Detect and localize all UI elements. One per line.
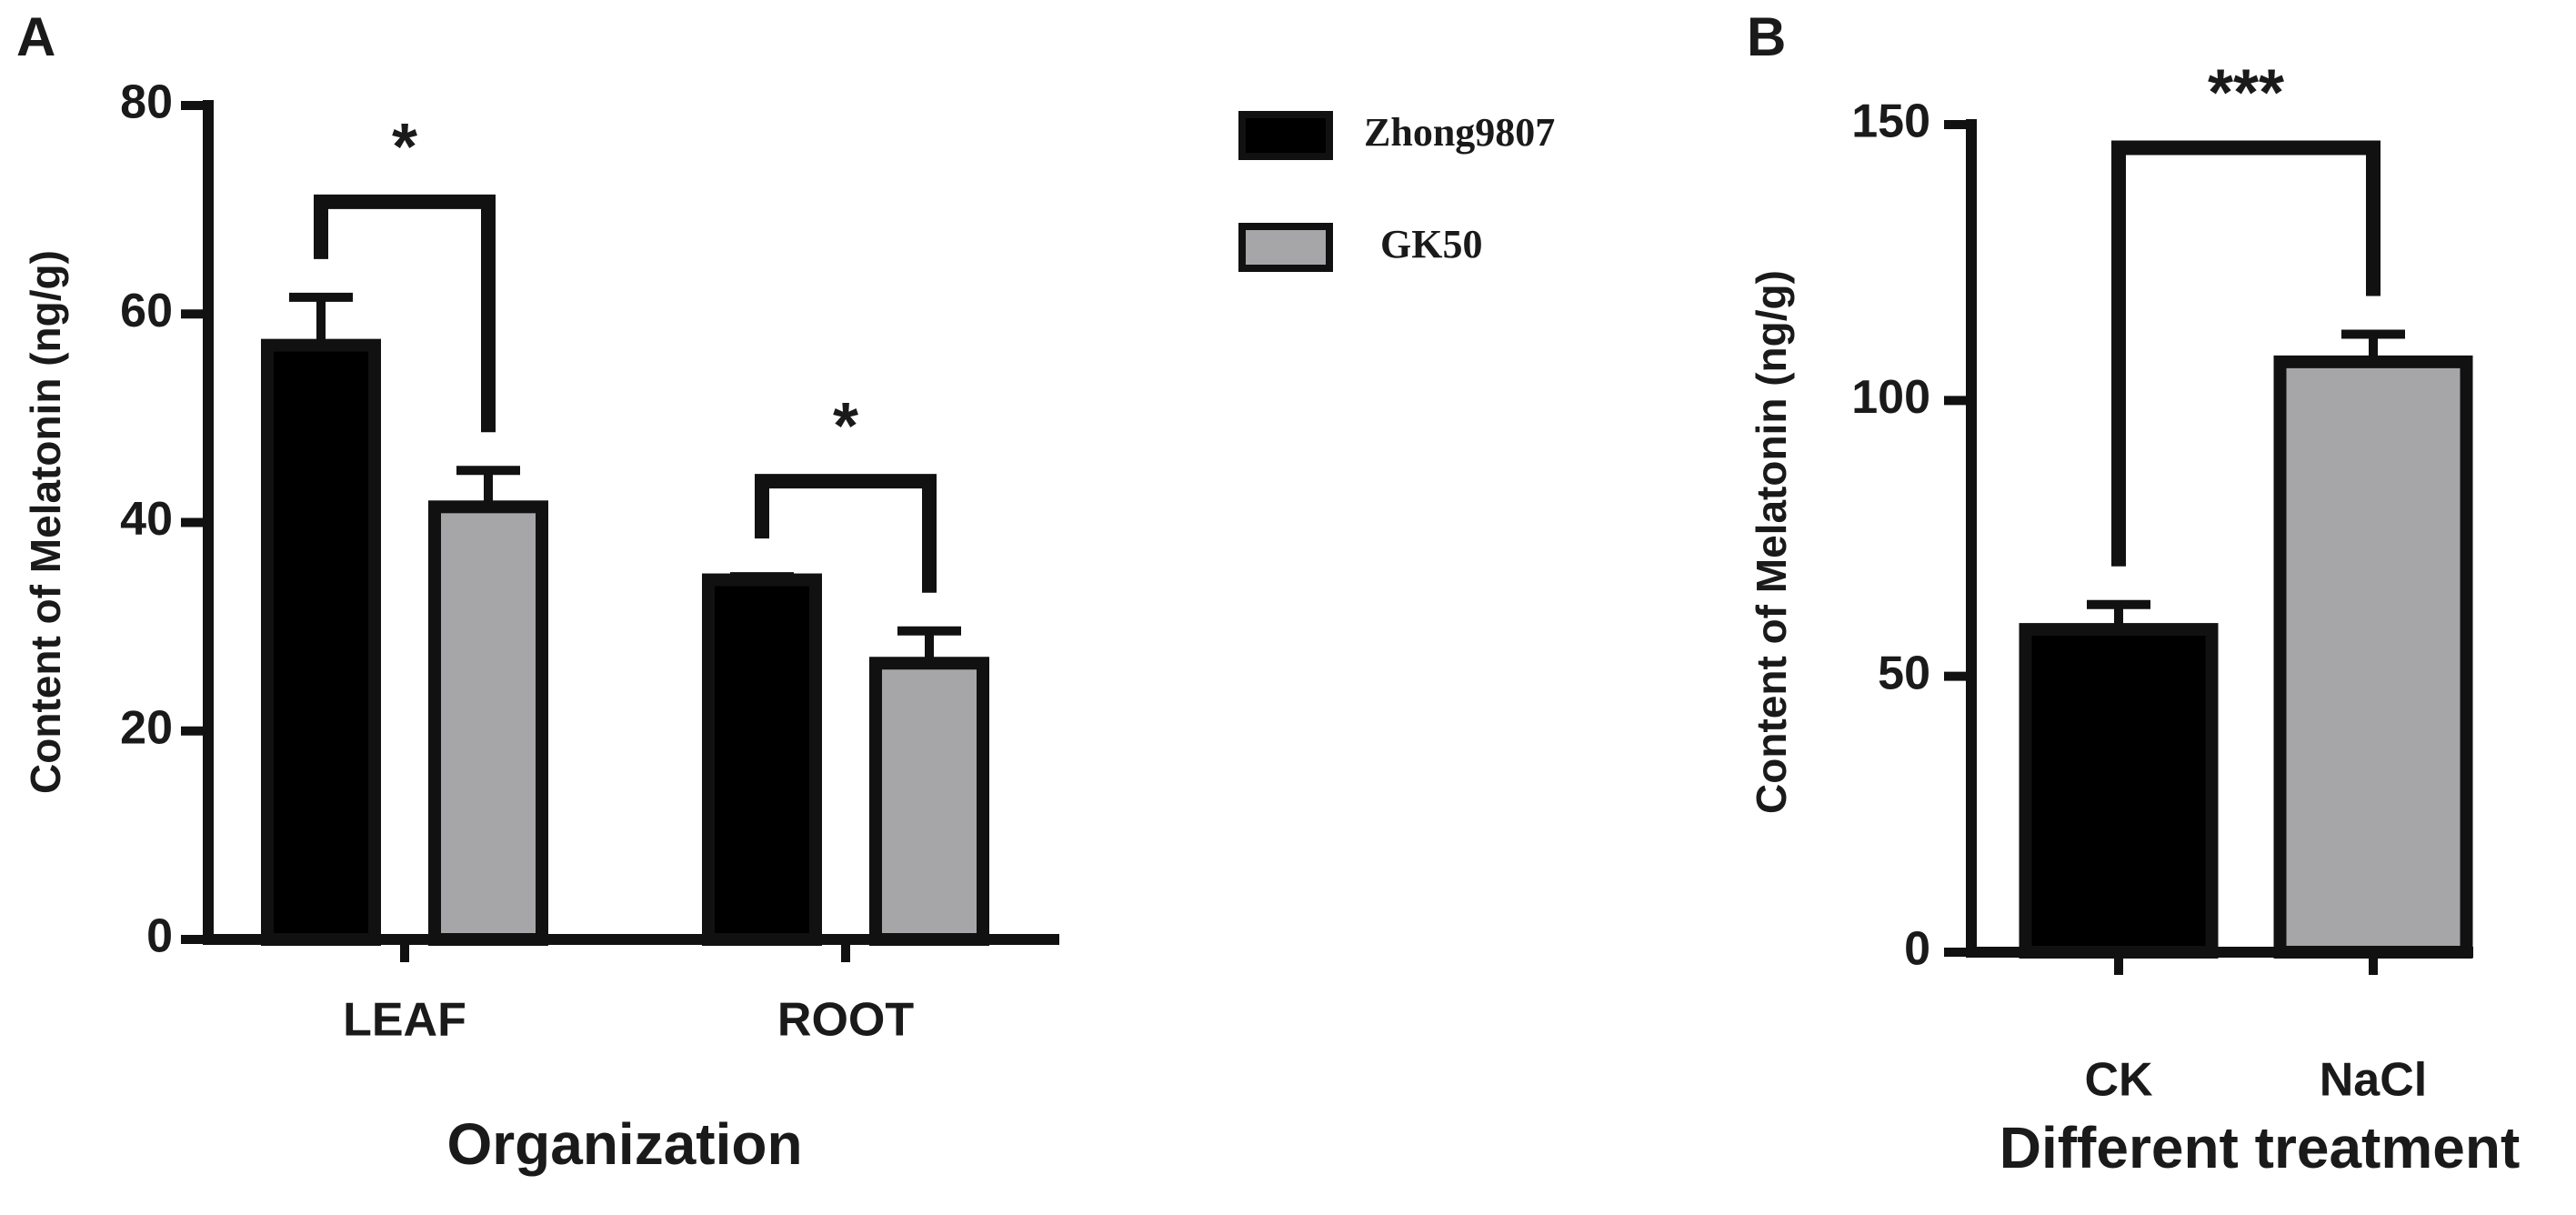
y-tick-label: 0 <box>146 910 173 963</box>
bar <box>2273 355 2473 959</box>
legend-label: Zhong9807 <box>1364 110 1555 155</box>
legend-label: GK50 <box>1380 222 1482 266</box>
y-tick-label: 50 <box>1878 647 1930 699</box>
x-tick-label: CK <box>2084 1054 2153 1107</box>
legend-swatch <box>1238 111 1333 160</box>
legend-swatch <box>1238 223 1333 272</box>
y-tick-label: 20 <box>120 701 173 754</box>
y-tick-label: 60 <box>120 285 173 337</box>
x-tick-label: ROOT <box>777 994 914 1047</box>
bar <box>2019 623 2219 959</box>
x-tick-label: NaCl <box>2320 1054 2427 1107</box>
bar <box>702 573 822 946</box>
y-tick-label: 80 <box>120 76 173 129</box>
significance-bracket <box>755 474 937 593</box>
y-tick-label: 150 <box>1851 95 1930 148</box>
significance-bracket <box>314 194 496 433</box>
significance-label: * <box>392 111 417 184</box>
x-tick-label: LEAF <box>343 994 466 1047</box>
y-axis-title: Content of Melatonin (ng/g) <box>22 250 69 794</box>
bar <box>869 657 989 947</box>
panel-label: A <box>16 6 55 67</box>
x-axis-title: Organization <box>446 1111 802 1177</box>
y-axis-title: Content of Melatonin (ng/g) <box>1748 270 1795 814</box>
y-tick-label: 40 <box>120 493 173 546</box>
significance-label: * <box>833 390 858 463</box>
significance-bracket <box>2111 140 2381 567</box>
panel-label: B <box>1747 6 1786 67</box>
bar <box>261 338 381 946</box>
significance-label: *** <box>2208 57 2284 130</box>
bar <box>428 500 548 947</box>
y-tick-label: 0 <box>1904 923 1930 976</box>
y-tick-label: 100 <box>1851 371 1930 424</box>
x-axis-title: Different treatment <box>2000 1115 2521 1180</box>
